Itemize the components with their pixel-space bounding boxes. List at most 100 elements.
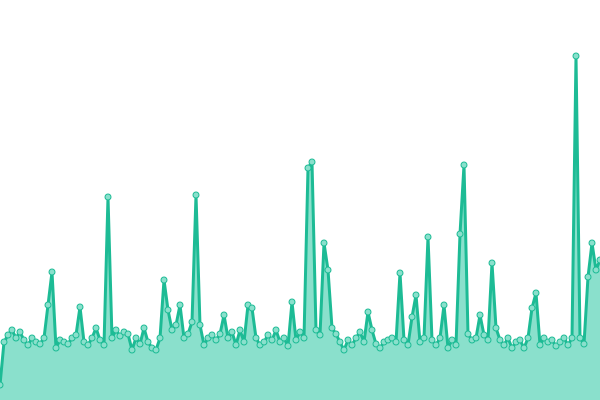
point xyxy=(444,344,452,352)
point xyxy=(324,266,332,274)
point xyxy=(92,324,100,332)
point xyxy=(552,342,560,350)
point xyxy=(124,330,132,338)
point xyxy=(364,308,372,316)
point xyxy=(168,326,176,334)
point xyxy=(588,239,596,247)
point xyxy=(404,341,412,349)
point xyxy=(312,326,320,334)
point xyxy=(188,318,196,326)
point xyxy=(180,334,188,342)
point xyxy=(584,273,592,281)
point xyxy=(292,336,300,344)
point xyxy=(104,193,112,201)
point xyxy=(20,336,28,344)
point xyxy=(12,334,20,342)
point xyxy=(276,338,284,346)
point xyxy=(308,158,316,166)
point xyxy=(248,304,256,312)
point xyxy=(340,346,348,354)
point xyxy=(492,324,500,332)
point xyxy=(236,326,244,334)
point xyxy=(436,334,444,342)
point xyxy=(332,330,340,338)
point xyxy=(176,301,184,309)
point xyxy=(540,334,548,342)
point xyxy=(352,334,360,342)
point xyxy=(184,330,192,338)
point xyxy=(344,336,352,344)
point xyxy=(532,289,540,297)
point xyxy=(0,381,4,389)
point xyxy=(536,341,544,349)
point xyxy=(556,338,564,346)
point xyxy=(96,336,104,344)
point xyxy=(76,303,84,311)
point xyxy=(528,304,536,312)
point xyxy=(84,341,92,349)
point xyxy=(484,336,492,344)
point xyxy=(192,191,200,199)
point xyxy=(0,338,8,346)
point xyxy=(140,324,148,332)
point xyxy=(24,341,32,349)
point xyxy=(52,344,60,352)
point xyxy=(16,328,24,336)
point xyxy=(88,334,96,342)
point xyxy=(504,334,512,342)
point xyxy=(412,291,420,299)
point xyxy=(564,341,572,349)
point xyxy=(132,334,140,342)
point xyxy=(288,298,296,306)
point xyxy=(272,326,280,334)
point xyxy=(592,266,600,274)
point xyxy=(320,239,328,247)
point xyxy=(172,321,180,329)
point xyxy=(576,334,584,342)
point xyxy=(296,328,304,336)
point xyxy=(208,331,216,339)
point xyxy=(508,344,516,352)
point xyxy=(36,340,44,348)
point xyxy=(392,338,400,346)
point xyxy=(228,328,236,336)
point xyxy=(356,328,364,336)
point xyxy=(420,334,428,342)
point xyxy=(372,340,380,348)
point xyxy=(112,326,120,334)
point xyxy=(8,326,16,334)
point xyxy=(152,346,160,354)
point xyxy=(252,334,260,342)
point xyxy=(408,313,416,321)
point xyxy=(160,276,168,284)
point xyxy=(196,321,204,329)
point xyxy=(216,330,224,338)
point xyxy=(300,334,308,342)
point xyxy=(516,336,524,344)
point xyxy=(224,334,232,342)
point xyxy=(304,164,312,172)
point xyxy=(520,344,528,352)
area xyxy=(0,56,600,400)
point xyxy=(116,332,124,340)
point xyxy=(452,341,460,349)
point xyxy=(348,341,356,349)
point xyxy=(488,259,496,267)
point xyxy=(72,331,80,339)
point xyxy=(144,338,152,346)
point xyxy=(476,311,484,319)
point xyxy=(368,326,376,334)
point xyxy=(524,334,532,342)
point xyxy=(232,341,240,349)
point xyxy=(212,336,220,344)
point xyxy=(64,340,72,348)
point xyxy=(220,311,228,319)
point xyxy=(28,334,36,342)
point xyxy=(472,334,480,342)
point xyxy=(40,334,48,342)
point xyxy=(240,338,248,346)
point xyxy=(456,230,464,238)
point xyxy=(100,341,108,349)
